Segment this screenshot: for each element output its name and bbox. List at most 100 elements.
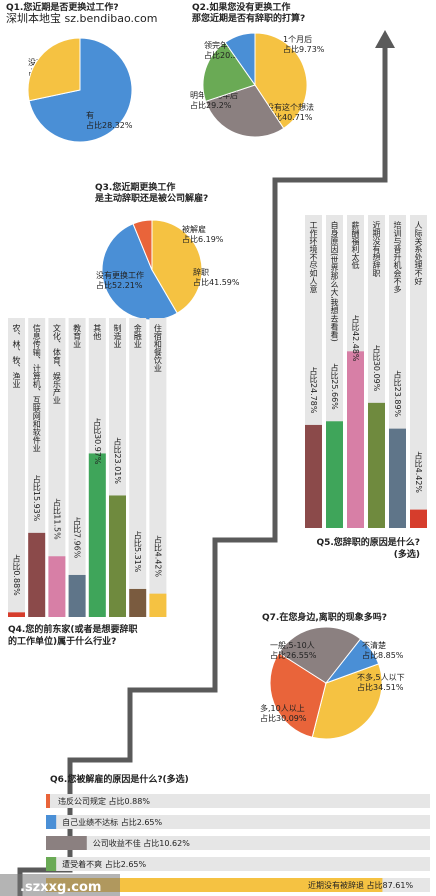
q5-title-line: Q5.您辞职的原因是什么?: [316, 536, 420, 548]
q2-slice: [202, 41, 256, 102]
q2-slice-value: 占比9.73%: [283, 44, 325, 54]
q4-bar: [129, 588, 147, 617]
q4-bar-value: 占比7.96%: [73, 516, 82, 559]
q2-chart: Q2.如果您没有更换工作那您近期是否有辞职的打算?没有这个想法占比40.71%明…: [190, 1, 325, 138]
q1-slice-label: 有: [86, 110, 94, 120]
q4-bar-label: 其他: [93, 324, 102, 341]
watermark-top: 深圳本地宝 sz.bendibao.com: [6, 11, 158, 25]
q3-slice-value: 占比41.59%: [193, 277, 240, 287]
q5-bar: [410, 509, 427, 528]
q4-bar: [149, 593, 167, 617]
q5-bar-track: [410, 215, 427, 528]
q4-bar-value: 占比23.01%: [113, 437, 122, 485]
q5-bar: [305, 424, 322, 528]
q4-bar: [68, 574, 86, 617]
q7-title-line: Q7.在您身边,离职的现象多吗?: [262, 611, 387, 623]
q3-slice-label: 没有更换工作: [96, 270, 144, 280]
q5-bar-label: 工作环境不尽如人意: [309, 221, 318, 293]
q4-title-line: 的工作单位)属于什么行业?: [8, 635, 116, 647]
q6-bar: [46, 878, 383, 892]
q3-slice-value: 占比52.21%: [96, 280, 143, 290]
q4-bar-track: [8, 318, 25, 617]
q4-bar: [8, 612, 25, 617]
q5-bar: [368, 402, 385, 528]
q6-bar-track: [46, 815, 430, 829]
q4-bar-label: 金融业: [133, 323, 142, 348]
q7-slice: [269, 652, 327, 738]
q4-bar-label: 农、林、牧、渔业: [12, 323, 21, 388]
q6-bar-label: 公司收益不佳 占比10.62%: [93, 838, 190, 848]
q6-bar: [46, 836, 87, 850]
q3-slice: [151, 219, 203, 314]
q6-bar-label: 近期没有被辞退 占比87.61%: [308, 880, 413, 890]
q1-slice: [27, 37, 81, 102]
q2-slice-label: 领完年终奖: [204, 40, 244, 50]
q6-bar-track: [46, 836, 430, 850]
q2-slice-value: 占比29.2%: [190, 100, 232, 110]
q4-bar: [48, 556, 66, 617]
q5-bar: [326, 421, 343, 528]
q5-bar-label: 薪酬福利太低: [351, 220, 360, 270]
q4-bar-track: [149, 318, 167, 617]
q7-slice-label: 多,10人以上: [260, 703, 305, 713]
q3-slice-label: 辞职: [193, 267, 209, 277]
q4-bar-track: [68, 318, 86, 617]
q6-bar: [46, 857, 57, 871]
q5-bar-value: 占比25.66%: [330, 362, 339, 410]
q1-slice-value: 占比28.32%: [86, 120, 133, 130]
q7-slice-label: 不多,5人以下: [357, 672, 405, 682]
q7-slice: [311, 663, 383, 740]
q7-slice: [278, 626, 362, 684]
q3-slice: [132, 219, 153, 271]
q4-title-line: Q4.您的前东家(或者是想要辞职: [8, 623, 137, 635]
q4-bar-label: 教育业: [73, 323, 82, 348]
q7-slice-value: 占比34.51%: [357, 682, 404, 692]
q5-bar: [389, 428, 406, 528]
q5-bar-label: 培训与晋升机会不多: [393, 220, 402, 294]
q4-bar-label: 制造业: [113, 323, 122, 348]
q4-bar-value: 占比0.88%: [12, 553, 21, 596]
watermark-bottom: .szxxg.com: [20, 880, 101, 895]
q2-slice-label: 没有这个想法: [266, 102, 314, 112]
q2-slice-value: 占比20.35%: [204, 50, 251, 60]
q4-bar-label: 住宿和餐饮业: [153, 323, 162, 372]
q6-bar: [46, 794, 50, 808]
watermark-bottom-group: .szxxg.com: [0, 874, 120, 896]
q4-bar: [109, 495, 126, 617]
q5-bar-label: 近期没有想辞职: [372, 220, 381, 278]
q4-bar-label: 信息传输、计算机、互联网和软件业: [32, 323, 41, 452]
q5-bar-value: 占比4.42%: [414, 451, 423, 494]
q6-bar: [46, 815, 57, 829]
q4-bar: [88, 453, 106, 617]
q2-slice-label: 1个月后: [283, 34, 312, 44]
q7-slice-label: 一般,5-10人: [270, 640, 315, 650]
q6-title-line: Q6.您被解雇的原因是什么?(多选): [50, 773, 189, 785]
q3-title-line: Q3.您近期更换工作: [95, 181, 175, 193]
q4-bar-track: [48, 318, 66, 617]
q4-bar: [28, 532, 46, 617]
q2-slice-value: 占比40.71%: [266, 112, 313, 122]
q4-bar-value: 占比4.42%: [153, 535, 162, 578]
q7-slice: [324, 638, 380, 685]
q1-title-line: Q1.您近期是否更换过工作?: [6, 1, 119, 13]
q2-slice: [204, 84, 285, 138]
q5-bar-value: 占比42.48%: [351, 314, 360, 362]
q6-chart: Q6.您被解雇的原因是什么?(多选) 违反公司规定 占比0.88% 自己业绩不达标 …: [46, 773, 430, 892]
q6-bar-track: [46, 857, 430, 871]
q4-bar-label: 文化、体育、娱乐产业: [52, 323, 61, 404]
q4-bar-value: 占比5.31%: [133, 530, 142, 573]
q6-bar-track: [46, 794, 430, 808]
q5-bar-value: 占比23.89%: [393, 370, 402, 418]
q4-bar-value: 占比30.97%: [93, 417, 102, 465]
arrow-head-icon: [375, 30, 395, 48]
q5-bar-value: 占比30.09%: [372, 344, 381, 392]
q6-bar-label: 遭受着不爽 占比2.65%: [62, 859, 146, 869]
q6-bar-label: 自己业绩不达标 占比2.65%: [62, 817, 162, 827]
q5-bar: [347, 351, 364, 528]
q5-title-line: (多选): [394, 548, 420, 560]
q7-slice-value: 占比26.55%: [270, 650, 317, 660]
q2-slice: [224, 32, 256, 87]
